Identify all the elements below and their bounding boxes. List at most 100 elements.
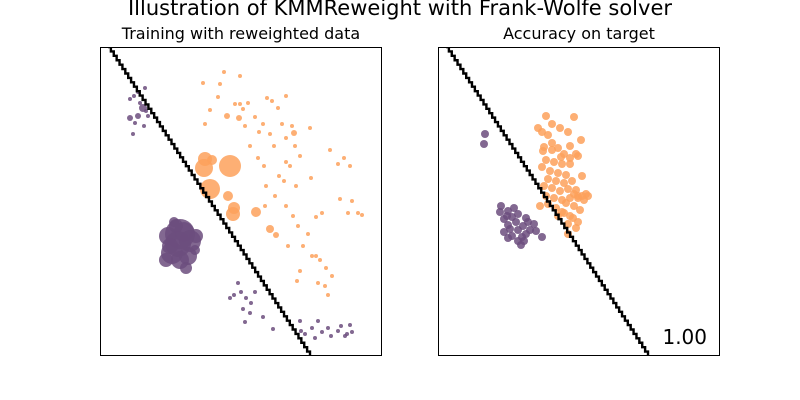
class-0-point (135, 113, 141, 119)
class-0-point (520, 237, 528, 245)
class-1-point (201, 81, 205, 85)
class-1-point (316, 281, 320, 285)
class-1-point (284, 94, 288, 98)
class-1-point (564, 128, 572, 136)
class-1-point (223, 191, 233, 201)
class-0-point (243, 320, 247, 324)
class-1-point (291, 130, 297, 136)
class-1-point (577, 136, 585, 144)
class-1-point (298, 154, 302, 158)
class-1-point (548, 120, 556, 128)
class-0-point (512, 218, 520, 226)
class-1-point (293, 144, 297, 148)
class-1-point (253, 115, 257, 119)
class-0-point (180, 262, 192, 274)
class-0-point (271, 327, 275, 331)
left-panel-title: Training with reweighted data (121, 24, 361, 43)
class-0-point (232, 293, 236, 297)
class-0-point (190, 245, 200, 255)
class-1-point (552, 177, 560, 185)
class-0-point (348, 323, 352, 327)
class-1-point (314, 215, 318, 219)
class-0-point (127, 115, 133, 121)
class-1-point (273, 194, 277, 198)
class-1-point (572, 150, 580, 158)
class-0-point (316, 319, 320, 323)
class-0-point (313, 336, 317, 340)
class-1-point (248, 144, 252, 148)
class-1-point (350, 199, 354, 203)
class-1-point (288, 164, 292, 168)
class-0-point (526, 226, 534, 234)
class-1-point (314, 254, 318, 258)
class-1-point (241, 107, 245, 111)
class-1-point (284, 136, 288, 140)
class-0-point (261, 315, 265, 319)
class-1-point (562, 199, 570, 207)
class-0-point (500, 228, 508, 236)
class-1-point (262, 164, 266, 168)
class-1-point (342, 156, 346, 160)
class-0-point (248, 311, 252, 315)
class-0-point (146, 114, 150, 118)
class-1-point (228, 202, 240, 214)
axes-frame (100, 47, 382, 356)
class-1-point (346, 211, 350, 215)
class-1-point (564, 220, 572, 228)
class-1-point (548, 139, 556, 147)
class-1-point (268, 132, 272, 136)
class-0-point (350, 330, 354, 334)
class-1-point (356, 211, 360, 215)
class-1-point (554, 144, 562, 152)
class-1-point (544, 131, 552, 139)
class-0-point (299, 329, 303, 333)
class-1-point (576, 206, 584, 214)
class-1-point (233, 102, 237, 106)
class-0-point (241, 307, 245, 311)
class-1-point (256, 156, 260, 160)
class-1-point (534, 124, 542, 132)
class-1-point (580, 196, 588, 204)
class-0-point (310, 326, 314, 330)
class-1-point (284, 204, 288, 208)
axes-frame (438, 47, 720, 356)
class-0-point (329, 334, 333, 338)
class-0-point (339, 324, 343, 328)
class-1-point (208, 108, 212, 112)
class-0-point (144, 109, 148, 113)
class-1-point (574, 218, 582, 226)
decision-boundary (108, 47, 312, 356)
class-1-point (295, 279, 299, 283)
class-1-point (263, 204, 267, 208)
target-accuracy-plot: 1.00 (438, 47, 720, 356)
class-0-point (303, 332, 307, 336)
class-1-point (324, 266, 328, 270)
right-panel-title: Accuracy on target (503, 24, 655, 43)
class-1-point (557, 153, 565, 161)
class-0-point (253, 290, 257, 294)
class-1-point (257, 130, 261, 134)
class-1-point (556, 124, 564, 132)
accuracy-score-label: 1.00 (662, 325, 707, 349)
class-1-point (550, 158, 558, 166)
figure-title: Illustration of KMMReweight with Frank-W… (127, 0, 672, 20)
class-1-point (330, 274, 334, 278)
class-1-point (308, 126, 312, 130)
class-1-point (238, 74, 242, 78)
class-1-point (548, 184, 556, 192)
class-1-point (554, 169, 562, 177)
class-1-point (298, 269, 302, 273)
class-1-point (280, 122, 284, 126)
class-1-point (294, 184, 298, 188)
class-1-point (243, 124, 247, 128)
class-1-point (203, 122, 207, 126)
class-0-point (532, 227, 540, 235)
class-1-point (338, 197, 342, 201)
class-0-point (497, 202, 505, 210)
class-1-point (570, 113, 578, 121)
class-0-point (244, 296, 248, 300)
class-1-point (236, 115, 242, 121)
class-1-point (265, 96, 269, 100)
class-1-point (270, 99, 274, 103)
class-1-point (238, 102, 242, 106)
